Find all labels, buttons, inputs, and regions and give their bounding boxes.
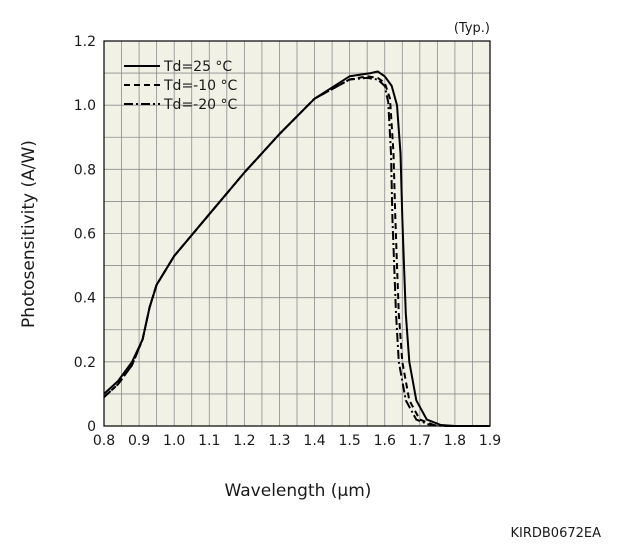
typical-note: (Typ.): [454, 21, 490, 36]
x-tick-label: 0.8: [93, 433, 115, 449]
x-tick-label: 1.5: [339, 433, 361, 449]
y-tick-label: 0.6: [74, 227, 96, 243]
x-tick-label: 1.9: [479, 433, 501, 449]
legend: Td=25 °C Td=-10 °C Td=-20 °C: [124, 59, 237, 113]
series-line-2: [103, 75, 490, 427]
legend-label-1: Td=25 °C: [163, 59, 232, 75]
y-tick-label: 0.2: [74, 355, 96, 371]
series-line-3: [103, 76, 490, 427]
y-tick-label: 0: [87, 419, 96, 435]
x-tick-label: 1.3: [268, 433, 290, 449]
y-tick-label: 1.2: [74, 34, 96, 50]
y-tick-label: 0.4: [74, 291, 96, 307]
x-tick-labels: 0.8 0.9 1.0 1.1 1.2 1.3 1.4 1.5 1.6 1.7 1.8 1.9: [93, 433, 501, 449]
x-tick-label: 1.0: [163, 433, 185, 449]
legend-label-2: Td=-10 °C: [163, 78, 237, 94]
y-axis-title: Photosensitivity (A/W): [19, 140, 39, 328]
document-code: KIRDB0672EA: [510, 526, 601, 541]
grid: [104, 41, 490, 426]
series-lines: [103, 70, 490, 427]
x-tick-label: 0.9: [128, 433, 150, 449]
x-tick-label: 1.6: [374, 433, 396, 449]
y-tick-label: 0.8: [74, 162, 96, 178]
y-tick-labels: 0 0.2 0.4 0.6 0.8 1.0 1.2: [74, 34, 96, 435]
x-tick-label: 1.4: [303, 433, 325, 449]
x-tick-label: 1.2: [233, 433, 255, 449]
legend-label-3: Td=-20 °C: [163, 97, 237, 113]
plot-frame: [103, 40, 491, 427]
x-tick-label: 1.1: [198, 433, 220, 449]
x-axis-title: Wavelength (µm): [225, 481, 372, 501]
x-tick-label: 1.8: [444, 433, 466, 449]
x-tick-label: 1.7: [409, 433, 431, 449]
y-tick-label: 1.0: [74, 98, 96, 114]
